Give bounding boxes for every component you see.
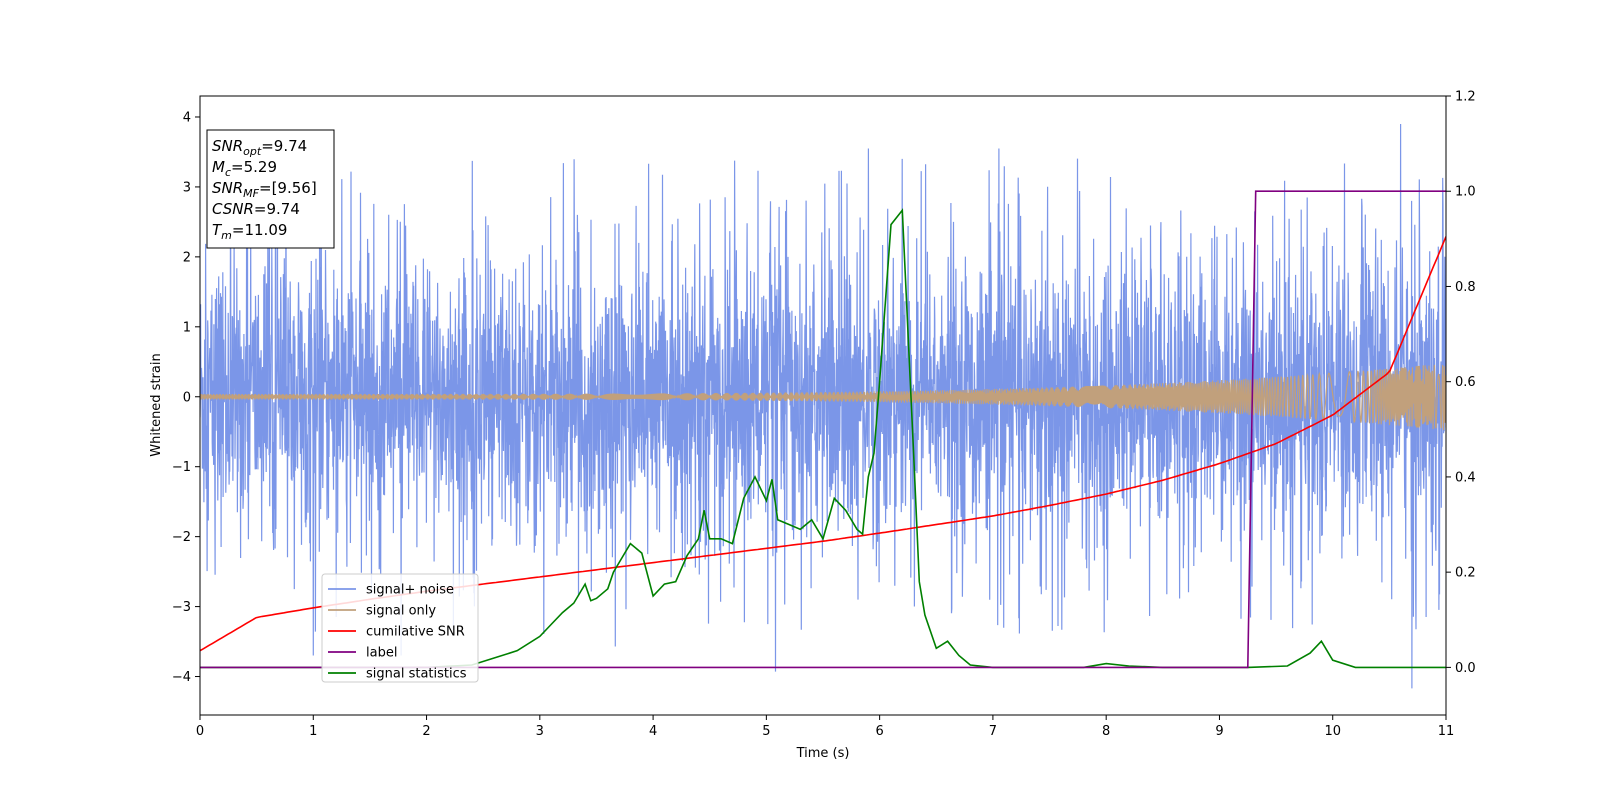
x-tick-label: 1 [309, 724, 317, 739]
info-box-line: SNRMF=[9.56] [212, 179, 317, 200]
series-label-line [200, 190, 1446, 669]
legend-entry-label: signal statistics [366, 667, 467, 682]
y-tick-label-left: −2 [172, 530, 191, 545]
series-signal-noise-line [200, 123, 1446, 689]
y-tick-label-left: 1 [183, 320, 191, 335]
y-tick-label-left: −4 [172, 670, 191, 685]
axes-frame [199, 95, 1447, 716]
info-box-line: CSNR=9.74 [212, 200, 300, 218]
x-tick-label: 6 [875, 724, 883, 739]
x-tick-label: 2 [422, 724, 430, 739]
legend-entry-label: signal+ noise [366, 583, 454, 598]
x-tick-label: 5 [762, 724, 770, 739]
info-box-line: Mc=5.29 [212, 158, 277, 179]
y-tick-label-right: 0.4 [1455, 470, 1476, 485]
x-tick-label: 3 [536, 724, 544, 739]
y-tick-label-left: 3 [183, 180, 191, 195]
series-signal-only-line [200, 364, 1446, 431]
legend-entry-label: label [366, 646, 397, 661]
x-tick-label: 0 [196, 724, 204, 739]
x-tick-label: 7 [989, 724, 997, 739]
axis-ticks: 0 1 2 3 4 5 6 7 8 9 10 11 −4 −3 −2 −1 0 1 2 3 4 0.0 0.2 0.4 0.6 0… [172, 90, 1476, 740]
y-tick-label-right: 1.0 [1455, 185, 1476, 200]
y-tick-label-right: 0.6 [1455, 375, 1476, 390]
y-tick-label-left: −1 [172, 460, 191, 475]
y-tick-label-right: 0.8 [1455, 280, 1476, 295]
y-tick-label-left: 2 [183, 250, 191, 265]
legend-entry-label: cumilative SNR [366, 625, 465, 640]
info-box-line: SNRopt=9.74 [212, 137, 307, 158]
x-tick-label: 8 [1102, 724, 1110, 739]
legend-entry-label: signal only [366, 604, 436, 619]
x-tick-label: 9 [1215, 724, 1223, 739]
y-tick-label-left: 4 [183, 110, 191, 125]
x-tick-label: 11 [1438, 724, 1455, 739]
legend-frame [321, 573, 479, 683]
y-axis-label: Whitened strain [149, 353, 164, 456]
x-tick-label: 4 [649, 724, 657, 739]
info-box-line: Tm=11.09 [212, 221, 287, 242]
info-box-frame [206, 129, 335, 249]
y-tick-label-right: 0.0 [1455, 661, 1476, 676]
y-tick-label-left: 0 [183, 390, 191, 405]
y-tick-label-right: 1.2 [1455, 90, 1476, 105]
legend: signal+ noise signal only cumilative SNR la… [321, 573, 479, 683]
x-axis-label: Time (s) [796, 746, 850, 761]
x-tick-label: 10 [1324, 724, 1341, 739]
y-tick-label-right: 0.2 [1455, 566, 1476, 581]
y-tick-label-left: −3 [172, 600, 191, 615]
